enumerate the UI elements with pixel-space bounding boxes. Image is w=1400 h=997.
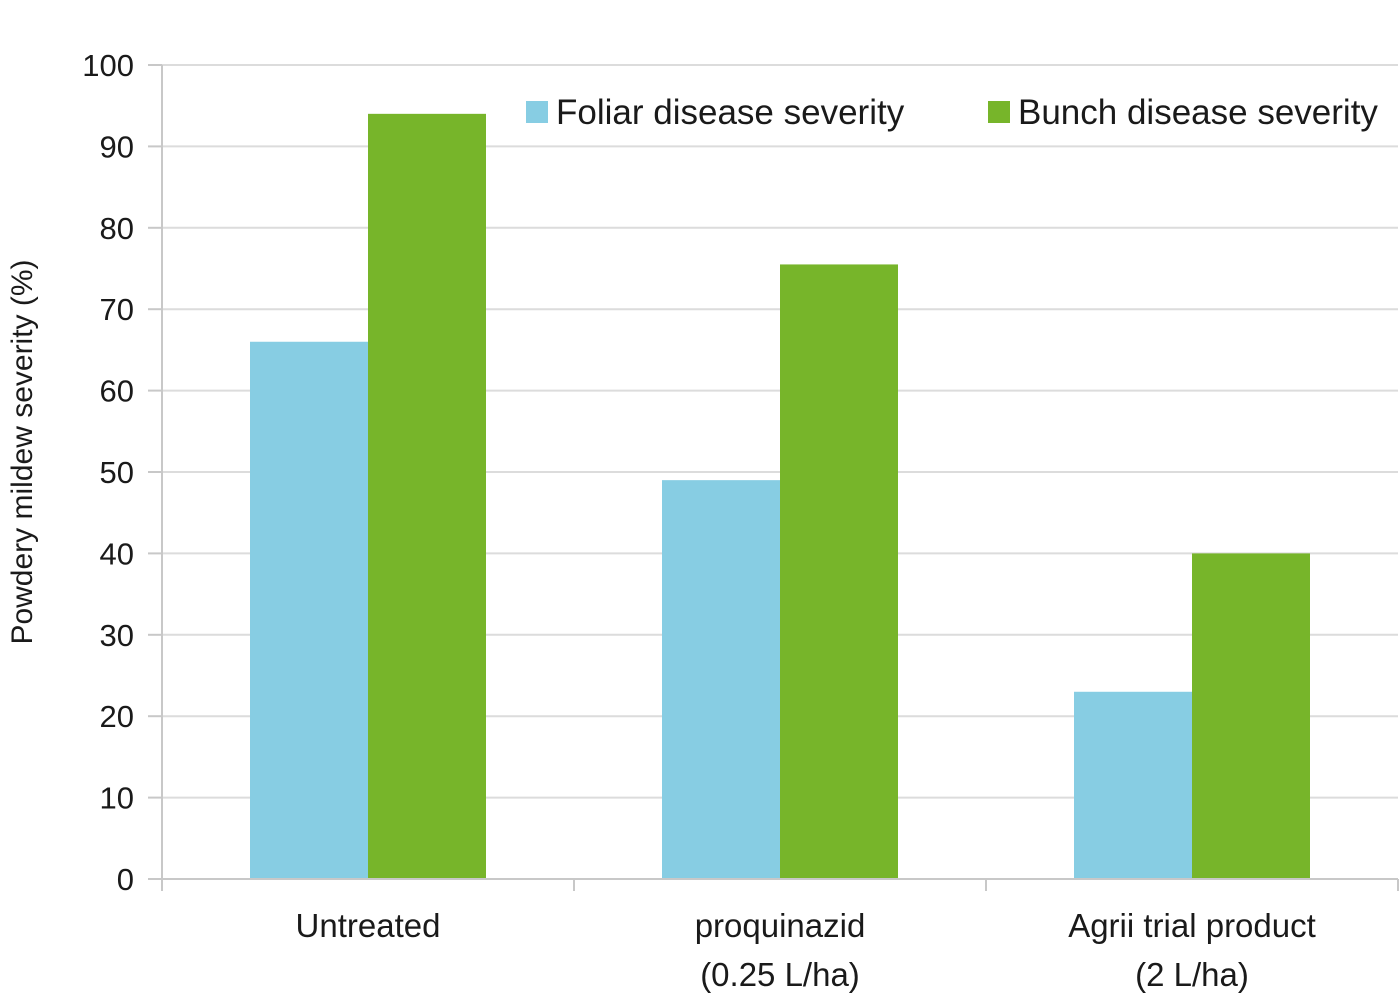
axes: 0 10 20 30 40 50 60 70 80 90 100 Untreated proquinaz… [82,48,1399,993]
x-category-label: (0.25 L/ha) [700,956,860,993]
y-tick-label: 70 [100,292,134,327]
x-category-label: Agrii trial product [1068,907,1316,944]
y-tick-label: 10 [100,781,134,816]
y-tick-label: 90 [100,129,134,164]
bar-foliar [662,480,780,879]
x-category-label: (2 L/ha) [1135,956,1249,993]
y-tick-label: 60 [100,374,134,409]
y-axis-title: Powdery mildew severity (%) [6,259,39,644]
y-tick-label: 80 [100,211,134,246]
legend-swatch [526,101,548,123]
bar-bunch [368,113,486,880]
y-tick-label: 20 [100,699,134,734]
legend: Foliar disease severity Bunch disease sev… [526,93,1378,132]
x-category-label: proquinazid [695,907,866,944]
legend-label: Foliar disease severity [556,93,905,132]
y-tick-label: 40 [100,536,134,571]
y-tick-label: 50 [100,455,134,490]
y-tick-label: 30 [100,618,134,653]
bar-foliar [250,341,368,879]
legend-label: Bunch disease severity [1018,93,1378,132]
legend-swatch [988,101,1010,123]
y-tick-label: 0 [117,862,134,897]
bars [250,113,1310,880]
bar-bunch [1192,553,1310,879]
bar-foliar [1074,691,1192,879]
y-tick-label: 100 [82,48,134,83]
bar-bunch [780,264,898,879]
x-category-label: Untreated [296,907,441,944]
